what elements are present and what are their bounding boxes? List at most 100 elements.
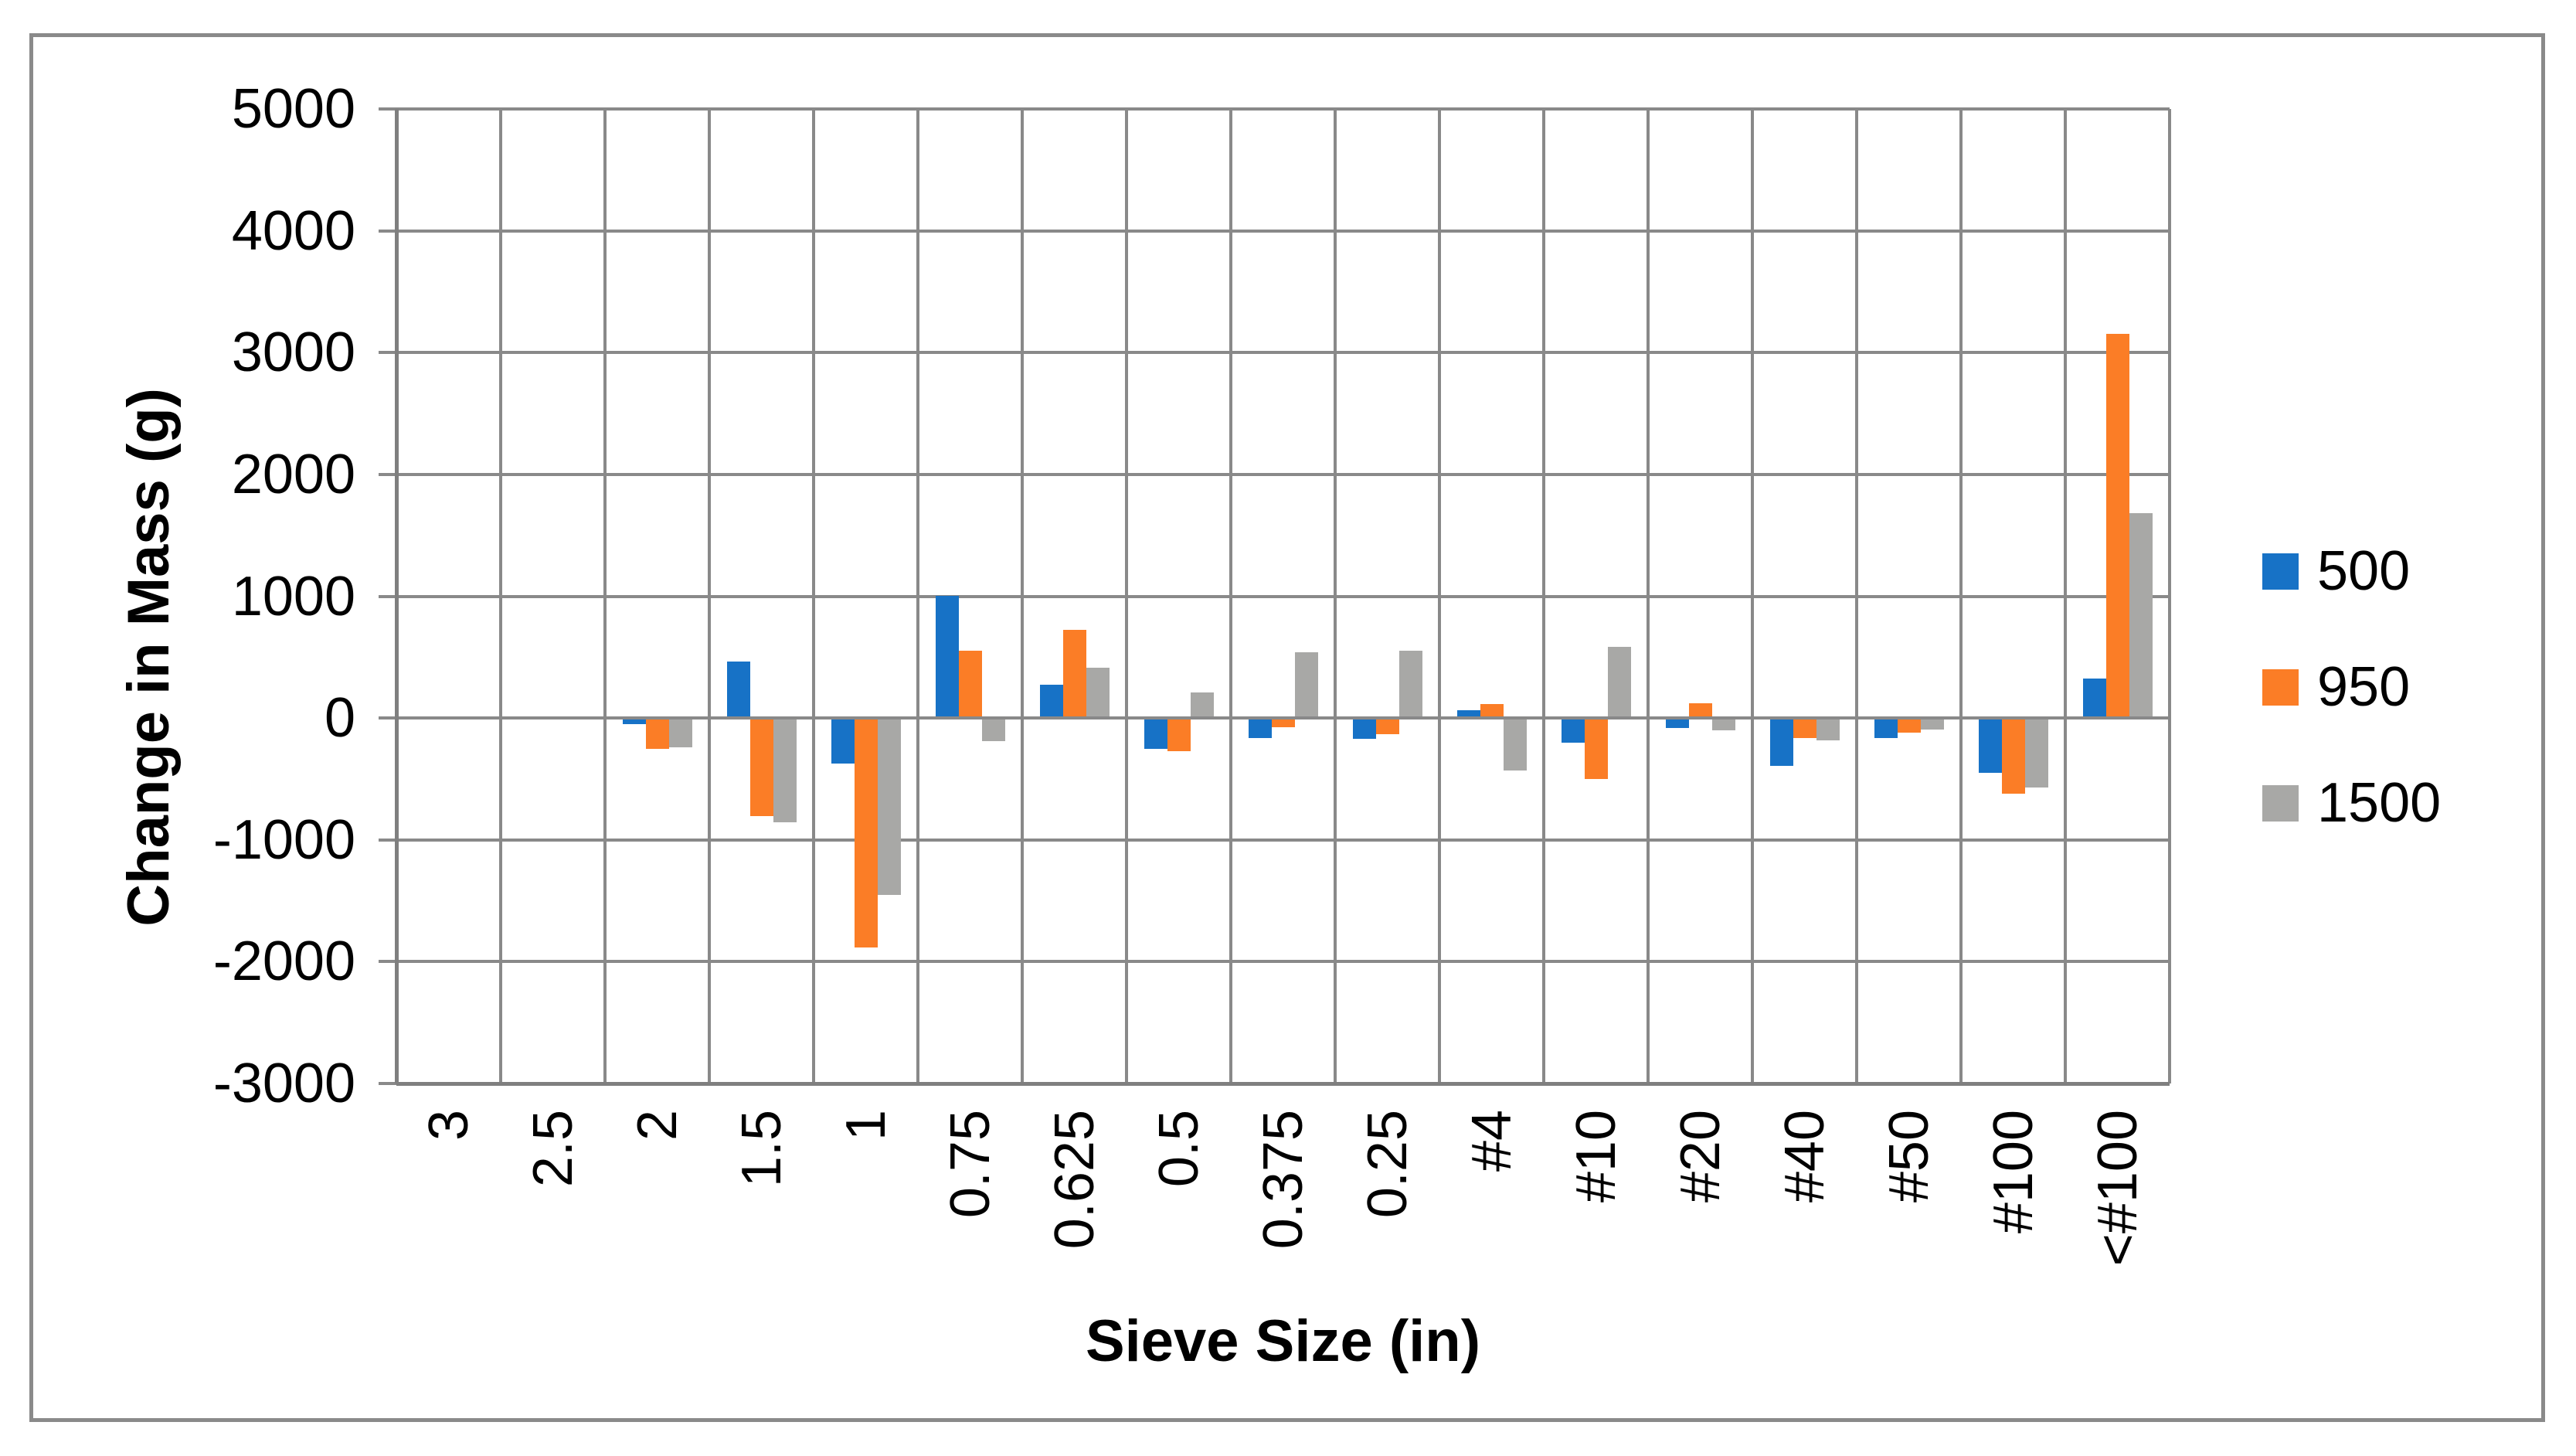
y-tick-label: 0 xyxy=(324,687,355,750)
y-tick-label: -2000 xyxy=(212,930,355,993)
y-axis-tick xyxy=(379,351,396,355)
x-tick-label-text: 3 xyxy=(417,1110,480,1141)
bar-1500-0.375 xyxy=(1294,651,1318,717)
gridline-vertical xyxy=(1855,109,1858,1083)
bar-950-2 xyxy=(645,719,669,749)
x-axis-title: Sieve Size (in) xyxy=(1085,1308,1481,1374)
bar-1500-#40 xyxy=(1816,719,1840,740)
gridline-vertical xyxy=(1959,109,1963,1083)
x-tick-label: #20 xyxy=(1668,1110,1733,1203)
y-tick-label: 4000 xyxy=(231,199,355,262)
chart-frame xyxy=(29,33,2545,1422)
bar-950-#50 xyxy=(1897,719,1921,733)
y-axis-tick xyxy=(379,1082,396,1085)
y-axis-tick xyxy=(379,472,396,476)
gridline-horizontal xyxy=(396,229,2170,233)
gridline-vertical xyxy=(1334,109,1337,1083)
gridline-horizontal xyxy=(396,351,2170,355)
legend-swatch-1500 xyxy=(2262,784,2299,822)
bar-950-#4 xyxy=(1480,704,1504,717)
bar-950-0.375 xyxy=(1271,719,1295,727)
x-tick-label-text: 2.5 xyxy=(522,1110,584,1188)
bar-1500-0.25 xyxy=(1398,651,1422,717)
legend-item-950: 950 xyxy=(2262,653,2441,721)
x-tick-label: <#100 xyxy=(2085,1110,2150,1266)
bar-500-2 xyxy=(622,719,646,725)
bar-950-1.5 xyxy=(749,719,773,816)
bar-500-#4 xyxy=(1456,710,1480,717)
x-tick-label-text: 0.75 xyxy=(939,1110,1001,1219)
x-tick-label: #10 xyxy=(1564,1110,1629,1203)
legend-item-1500: 1500 xyxy=(2262,769,2441,837)
gridline-vertical xyxy=(2168,109,2171,1083)
bar-500-0.75 xyxy=(935,596,959,717)
x-tick-label: #100 xyxy=(1981,1110,2046,1233)
bar-1500-1 xyxy=(877,719,901,896)
x-tick-label: 2 xyxy=(625,1110,690,1141)
bar-1500-2 xyxy=(668,719,692,748)
gridline-vertical xyxy=(1125,109,1128,1083)
x-tick-label-text: #10 xyxy=(1565,1110,1627,1203)
bar-1500-0.75 xyxy=(981,719,1005,742)
legend-swatch-950 xyxy=(2262,668,2299,706)
x-tick-label-text: #40 xyxy=(1773,1110,1836,1203)
bar-500-0.625 xyxy=(1039,685,1063,717)
x-tick-label-text: 0.25 xyxy=(1356,1110,1419,1219)
legend-swatch-500 xyxy=(2262,553,2299,590)
y-axis-title: Change in Mass (g) xyxy=(108,155,189,1159)
x-tick-label: 0.25 xyxy=(1355,1110,1420,1218)
bar-1500-#4 xyxy=(1503,719,1527,771)
x-tick-label: 0.625 xyxy=(1042,1110,1107,1249)
bar-500-#50 xyxy=(1874,719,1898,738)
y-axis-tick xyxy=(379,716,396,720)
legend-label: 500 xyxy=(2317,540,2411,602)
bar-1500-0.5 xyxy=(1190,692,1214,717)
x-tick-label: 2.5 xyxy=(521,1110,586,1187)
gridline-vertical xyxy=(499,109,502,1083)
x-tick-label-text: 0.5 xyxy=(1147,1110,1210,1188)
x-tick-label-text: 2 xyxy=(626,1110,688,1141)
x-tick-label: 3 xyxy=(416,1110,481,1141)
x-tick-label: 0.75 xyxy=(938,1110,1003,1218)
bar-950-1 xyxy=(854,719,878,947)
x-tick-label-text: 0.625 xyxy=(1043,1110,1106,1250)
x-tick-label: 1.5 xyxy=(729,1110,794,1187)
bar-950-0.5 xyxy=(1167,719,1191,752)
x-tick-label-text: #100 xyxy=(1982,1110,2044,1234)
bar-950-#40 xyxy=(1793,719,1816,738)
gridline-vertical xyxy=(812,109,815,1083)
gridline-horizontal xyxy=(396,838,2170,842)
x-tick-label-text: 0.375 xyxy=(1252,1110,1314,1250)
bar-1500-#50 xyxy=(1920,719,1944,730)
y-axis-tick xyxy=(379,107,396,111)
y-tick-label: 1000 xyxy=(231,565,355,628)
gridline-vertical xyxy=(2064,109,2067,1083)
bar-500-#100 xyxy=(1978,719,2002,774)
y-axis-tick xyxy=(379,229,396,233)
bar-1500-0.625 xyxy=(1086,668,1110,717)
gridline-vertical xyxy=(1021,109,1024,1083)
gridline-vertical xyxy=(1542,109,1545,1083)
x-tick-label: 0.5 xyxy=(1147,1110,1212,1187)
bar-500-<#100 xyxy=(2082,679,2106,717)
x-tick-label-text: <#100 xyxy=(2086,1110,2149,1267)
x-tick-label: 0.375 xyxy=(1251,1110,1316,1249)
gridline-vertical xyxy=(603,109,607,1083)
x-tick-label: #50 xyxy=(1877,1110,1942,1203)
bar-1500-#20 xyxy=(1711,719,1735,731)
x-tick-label: #4 xyxy=(1460,1110,1524,1172)
y-axis-tick xyxy=(379,594,396,598)
bar-950-0.25 xyxy=(1375,719,1399,735)
legend-label: 950 xyxy=(2317,656,2411,718)
x-tick-label-text: #50 xyxy=(1878,1110,1940,1203)
bar-500-0.25 xyxy=(1352,719,1376,740)
bar-500-1 xyxy=(831,719,855,764)
gridline-horizontal xyxy=(396,472,2170,476)
bar-1500-1.5 xyxy=(773,719,797,822)
y-axis-tick xyxy=(379,838,396,842)
bar-1500-#100 xyxy=(2024,719,2048,788)
gridline-vertical xyxy=(1647,109,1650,1083)
bar-500-1.5 xyxy=(726,662,750,717)
bar-950-#100 xyxy=(2001,719,2025,794)
